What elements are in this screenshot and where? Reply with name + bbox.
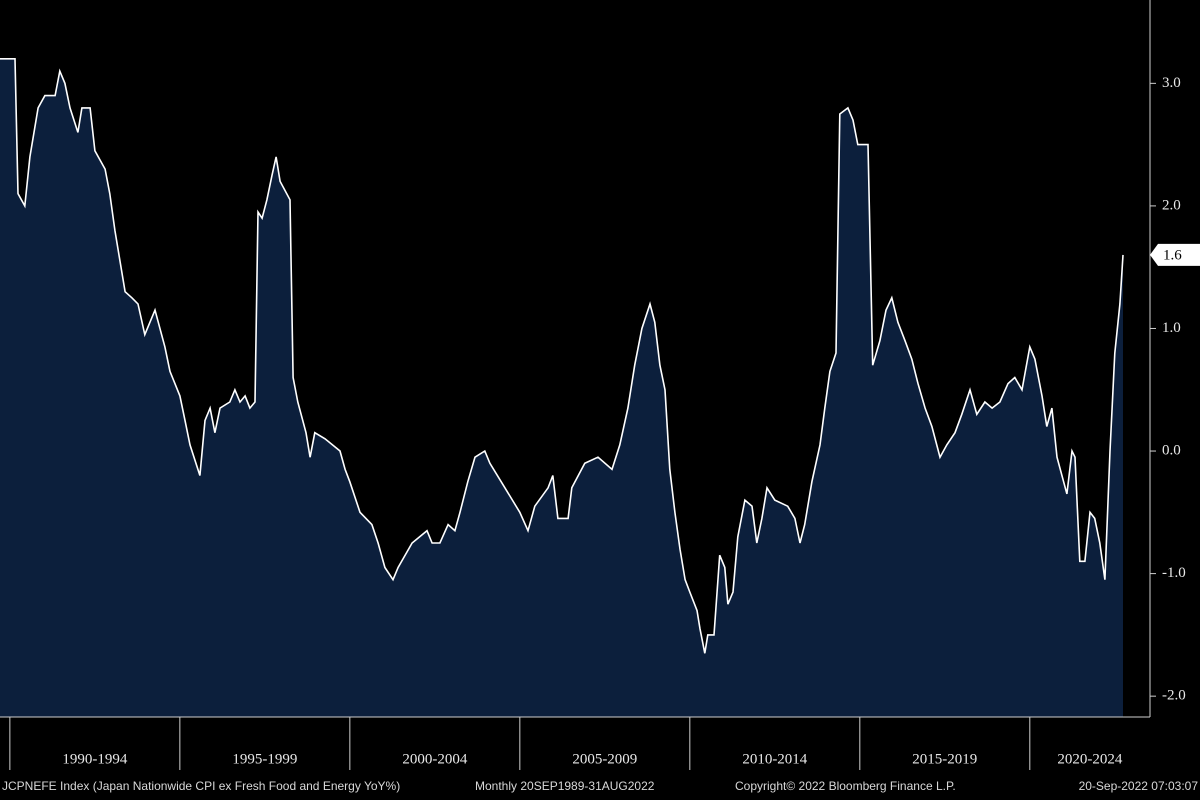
- plot-area: [0, 58, 1124, 718]
- x-tick-label: 2020-2024: [1057, 751, 1122, 767]
- y-tick-label: -2.0: [1162, 688, 1186, 704]
- x-tick-label: 2010-2014: [742, 751, 807, 767]
- last-value-label: 1.6: [1163, 247, 1182, 263]
- y-tick-label: 0.0: [1162, 442, 1181, 458]
- x-tick-label: 1995-1999: [232, 751, 297, 767]
- x-tick-label: 2005-2009: [572, 751, 637, 767]
- last-value-box: [1150, 243, 1200, 266]
- period: Monthly 20SEP1989-31AUG2022: [475, 779, 655, 793]
- y-tick-label: 2.0: [1162, 197, 1181, 213]
- x-tick-label: 2015-2019: [912, 751, 977, 767]
- timestamp: 20-Sep-2022 07:03:07: [1079, 779, 1199, 793]
- y-tick-label: -1.0: [1162, 565, 1186, 581]
- area-fill: [0, 58, 1123, 718]
- x-tick-label: 1990-1994: [62, 751, 127, 767]
- source: JCPNEFE Index (Japan Nationwide CPI ex F…: [2, 779, 400, 793]
- y-tick-label: 1.0: [1162, 320, 1181, 336]
- line: [0, 58, 1124, 654]
- y-tick-label: 3.0: [1162, 75, 1181, 91]
- copyright: Copyright© 2022 Bloomberg Finance L.P.: [735, 779, 956, 793]
- x-tick-label: 2000-2004: [402, 751, 467, 767]
